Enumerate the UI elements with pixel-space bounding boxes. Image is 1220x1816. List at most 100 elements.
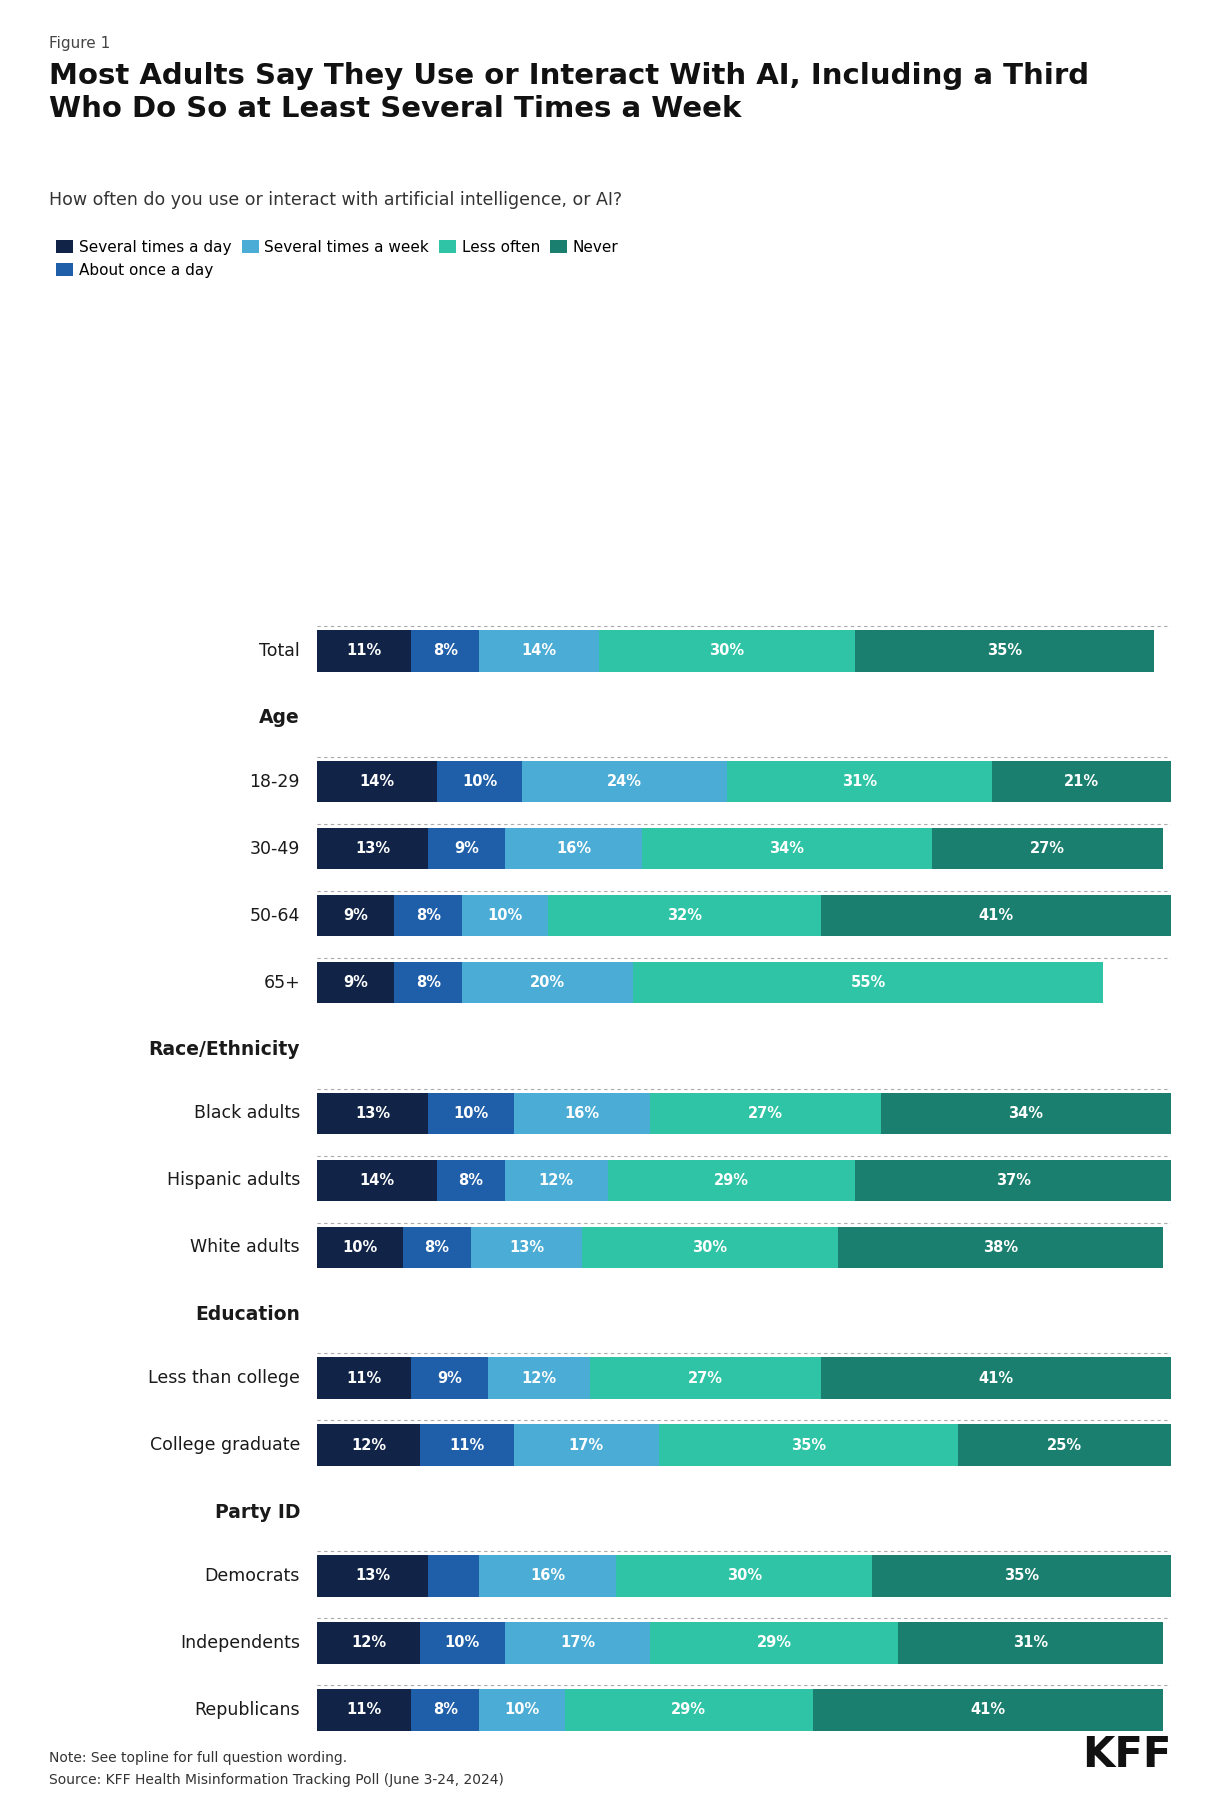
Text: 8%: 8% (433, 643, 458, 659)
Bar (317, 1622, 420, 1663)
Bar (992, 761, 1171, 803)
Text: 10%: 10% (505, 1702, 539, 1718)
Text: 30-49: 30-49 (250, 839, 300, 857)
Bar (642, 828, 932, 870)
Bar (317, 962, 394, 1004)
Text: 12%: 12% (522, 1371, 556, 1386)
Bar (505, 1160, 608, 1200)
Bar (616, 1554, 872, 1596)
Text: 14%: 14% (360, 774, 394, 790)
Text: 25%: 25% (1047, 1438, 1082, 1453)
Text: 31%: 31% (842, 774, 877, 790)
Text: 41%: 41% (970, 1702, 1005, 1718)
Text: 50-64: 50-64 (250, 906, 300, 924)
Bar (428, 828, 505, 870)
Bar (317, 1554, 428, 1596)
Bar (437, 761, 522, 803)
Bar (317, 1689, 411, 1731)
Text: 10%: 10% (488, 908, 522, 923)
Text: 34%: 34% (770, 841, 804, 855)
Bar (488, 1357, 590, 1398)
Text: 8%: 8% (433, 1702, 458, 1718)
Bar (317, 895, 394, 937)
Bar (471, 1226, 582, 1268)
Text: How often do you use or interact with artificial intelligence, or AI?: How often do you use or interact with ar… (49, 191, 622, 209)
Text: Race/Ethnicity: Race/Ethnicity (149, 1041, 300, 1059)
Bar (633, 962, 1103, 1004)
Text: 16%: 16% (556, 841, 590, 855)
Legend: Several times a day, About once a day, Several times a week, Less often, Never: Several times a day, About once a day, S… (56, 240, 619, 278)
Bar (479, 1689, 565, 1731)
Text: 13%: 13% (509, 1240, 544, 1255)
Text: 29%: 29% (756, 1636, 792, 1651)
Bar (881, 1093, 1171, 1135)
Bar (462, 962, 633, 1004)
Text: 8%: 8% (459, 1173, 483, 1188)
Text: 8%: 8% (416, 975, 440, 990)
Bar (872, 1554, 1171, 1596)
Text: 9%: 9% (454, 841, 479, 855)
Text: 11%: 11% (346, 1371, 382, 1386)
Bar (582, 1226, 838, 1268)
Text: 32%: 32% (667, 908, 701, 923)
Text: 12%: 12% (351, 1438, 386, 1453)
Text: 29%: 29% (671, 1702, 706, 1718)
Text: 18-29: 18-29 (250, 772, 300, 790)
Text: 10%: 10% (343, 1240, 377, 1255)
Bar (479, 1554, 616, 1596)
Text: 30%: 30% (727, 1569, 761, 1584)
Text: 20%: 20% (531, 975, 565, 990)
Text: KFF: KFF (1082, 1734, 1171, 1776)
Text: 27%: 27% (1030, 841, 1065, 855)
Text: 12%: 12% (539, 1173, 573, 1188)
Bar (514, 1093, 650, 1135)
Bar (317, 761, 437, 803)
Bar (813, 1689, 1163, 1731)
Bar (514, 1424, 659, 1466)
Text: 29%: 29% (714, 1173, 749, 1188)
Bar (650, 1622, 898, 1663)
Text: 27%: 27% (748, 1106, 783, 1120)
Bar (317, 1424, 420, 1466)
Bar (932, 828, 1163, 870)
Text: 13%: 13% (355, 1106, 390, 1120)
Text: 16%: 16% (531, 1569, 565, 1584)
Bar (565, 1689, 813, 1731)
Bar (317, 630, 411, 672)
Text: 41%: 41% (978, 1371, 1014, 1386)
Bar (838, 1226, 1163, 1268)
Bar (522, 761, 727, 803)
Bar (608, 1160, 855, 1200)
Text: College graduate: College graduate (150, 1436, 300, 1455)
Text: Hispanic adults: Hispanic adults (167, 1171, 300, 1189)
Text: 35%: 35% (791, 1438, 826, 1453)
Bar (898, 1622, 1163, 1663)
Text: Note: See topline for full question wording.: Note: See topline for full question word… (49, 1751, 346, 1765)
Bar (505, 828, 642, 870)
Text: Independents: Independents (181, 1634, 300, 1653)
Bar (599, 630, 855, 672)
Bar (727, 761, 992, 803)
Text: 17%: 17% (569, 1438, 604, 1453)
Text: 30%: 30% (710, 643, 744, 659)
Bar (479, 630, 599, 672)
Text: 13%: 13% (355, 1569, 390, 1584)
Text: 37%: 37% (996, 1173, 1031, 1188)
Text: 14%: 14% (522, 643, 556, 659)
Text: 11%: 11% (449, 1438, 484, 1453)
Bar (394, 895, 462, 937)
Text: 11%: 11% (346, 643, 382, 659)
Bar (428, 1554, 479, 1596)
Text: 30%: 30% (693, 1240, 727, 1255)
Text: 27%: 27% (688, 1371, 723, 1386)
Bar (958, 1424, 1171, 1466)
Text: 14%: 14% (360, 1173, 394, 1188)
Text: 11%: 11% (346, 1702, 382, 1718)
Text: Democrats: Democrats (205, 1567, 300, 1585)
Text: Republicans: Republicans (194, 1702, 300, 1720)
Text: 55%: 55% (850, 975, 886, 990)
Text: 35%: 35% (1004, 1569, 1039, 1584)
Bar (462, 895, 548, 937)
Text: 17%: 17% (560, 1636, 595, 1651)
Bar (317, 1093, 428, 1135)
